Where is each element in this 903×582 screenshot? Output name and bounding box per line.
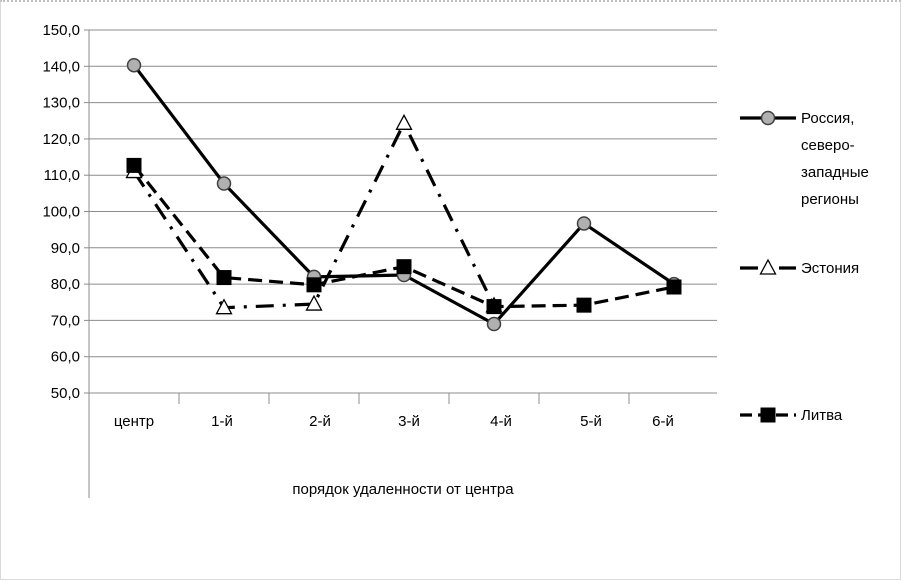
x-tick-label: центр	[114, 413, 154, 430]
legend-label: Эстония	[801, 260, 859, 277]
x-tick-labels: центр 1-й 2-й 3-й 4-й 5-й 6-й	[114, 413, 674, 430]
data-point-series-2	[666, 279, 682, 295]
data-point-series-1	[395, 113, 413, 130]
data-point-series-0	[216, 176, 232, 191]
series-line-1	[132, 121, 496, 310]
x-tick-label: 5-й	[580, 413, 602, 430]
legend-label: регионы	[801, 191, 859, 208]
data-point-series-2	[486, 299, 502, 315]
data-point-series-2	[306, 277, 322, 293]
axes	[88, 30, 717, 498]
x-tick-label: 2-й	[309, 413, 331, 430]
data-point-series-2	[576, 297, 592, 313]
data-point-series-1	[305, 294, 323, 311]
y-tick-label: 60,0	[51, 349, 80, 366]
data-point-series-0	[486, 316, 502, 332]
y-tick-label: 150,0	[42, 22, 80, 39]
y-tick-label: 130,0	[42, 95, 80, 112]
series-line-0	[132, 64, 675, 326]
data-point-series-0	[576, 216, 592, 231]
y-tick-label: 100,0	[42, 204, 80, 221]
x-tick-label: 6-й	[652, 413, 674, 430]
legend-label: Россия,	[801, 110, 854, 127]
x-tick-label: 1-й	[211, 413, 233, 430]
y-tick-label: 80,0	[51, 276, 80, 293]
y-tick-label: 120,0	[42, 131, 80, 148]
y-tick-labels: 50,0 60,0 70,0 80,0 90,0 100,0 110,0 120,0 130,0…	[42, 22, 80, 402]
y-tick-label: 70,0	[51, 312, 80, 329]
data-point-series-0	[126, 57, 142, 73]
series-line-2	[132, 164, 675, 309]
legend-marker-2	[760, 407, 776, 423]
data-point-series-2	[216, 270, 232, 286]
y-tick-label: 50,0	[51, 385, 80, 402]
legend-marker-0	[760, 110, 776, 126]
data-point-series-1	[215, 298, 233, 315]
legend: Россия, северо-западные регионы Эстония Литв…	[740, 110, 869, 424]
data-point-series-2	[396, 259, 412, 275]
legend-marker-1	[759, 258, 777, 275]
series-markers	[125, 57, 682, 332]
x-tick-label: 4-й	[490, 413, 512, 430]
y-tick-label: 110,0	[44, 167, 80, 184]
y-tick-label: 140,0	[42, 58, 80, 75]
x-axis-title: порядок удаленности от центра	[292, 481, 514, 498]
data-point-series-2	[126, 157, 142, 173]
gridlines	[84, 29, 717, 394]
legend-label: Литва	[801, 407, 843, 424]
series-lines	[132, 64, 675, 326]
legend-label: северо-	[801, 137, 855, 154]
legend-label: западные	[801, 164, 869, 181]
y-tick-label: 90,0	[51, 240, 80, 257]
x-tick-label: 3-й	[398, 413, 420, 430]
